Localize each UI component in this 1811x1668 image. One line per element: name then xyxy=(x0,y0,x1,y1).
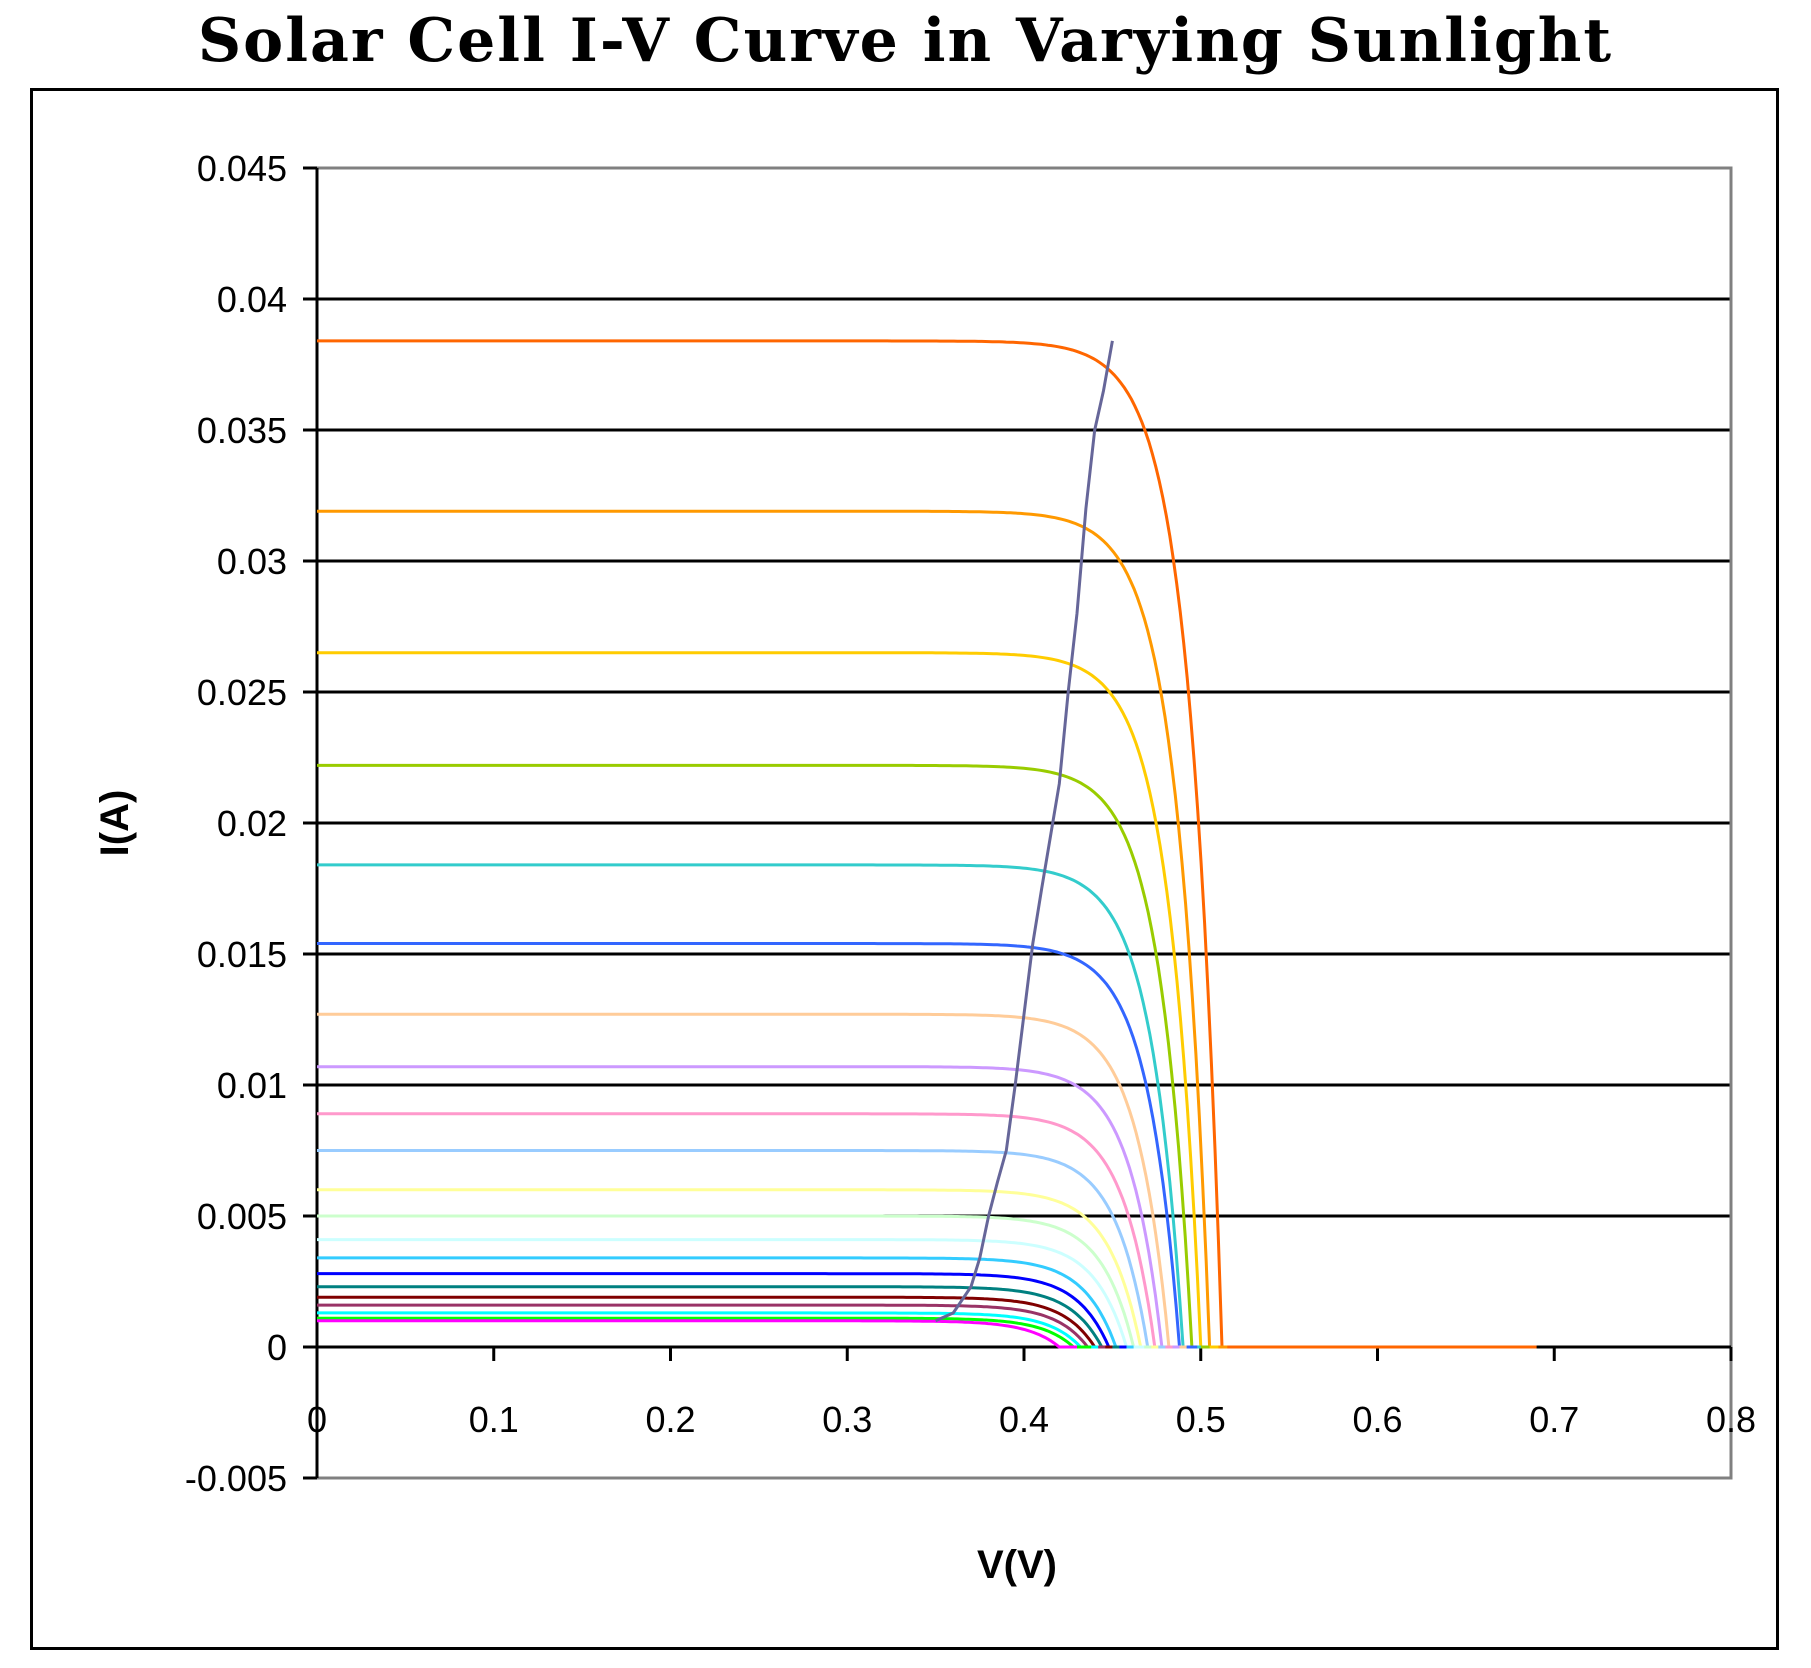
series-line-2 xyxy=(317,509,1228,1349)
series-line-1 xyxy=(317,339,1537,1349)
chart-frame xyxy=(30,88,1779,1650)
series-line-13 xyxy=(317,1238,1145,1349)
series-line-18 xyxy=(317,1303,1106,1349)
y-tick-label-1: 0.04 xyxy=(217,279,287,320)
x-tick-label-5: 0.5 xyxy=(1176,1399,1226,1440)
y-tick-label-3: 0.03 xyxy=(217,541,287,582)
series-line-8 xyxy=(317,1065,1180,1349)
x-tick-label-2: 0.2 xyxy=(645,1399,695,1440)
x-tick-label-3: 0.3 xyxy=(822,1399,872,1440)
x-tick-label-7: 0.7 xyxy=(1529,1399,1579,1440)
y-tick-label-10: -0.005 xyxy=(185,1458,287,1499)
y-tick-label-6: 0.015 xyxy=(197,934,287,975)
gridlines xyxy=(317,297,1731,1218)
y-tick-label-7: 0.01 xyxy=(217,1065,287,1106)
series-line-12 xyxy=(317,1214,1152,1349)
series-line-16 xyxy=(317,1285,1120,1349)
x-tick-labels: 0 0.1 0.2 0.3 0.4 0.5 0.6 0.7 0.8 xyxy=(307,1399,1756,1440)
series-line-20 xyxy=(317,1316,1092,1349)
series-group xyxy=(317,339,1537,1349)
series-line-5 xyxy=(317,863,1201,1349)
x-tick-label-4: 0.4 xyxy=(999,1399,1049,1440)
series-line-21 xyxy=(317,1319,1077,1349)
x-tick-label-6: 0.6 xyxy=(1352,1399,1402,1440)
series-line-7 xyxy=(317,1012,1187,1349)
y-tick-label-8: 0.005 xyxy=(197,1196,287,1237)
series-line-10 xyxy=(317,1149,1166,1349)
y-tick-label-0: 0.045 xyxy=(197,148,287,189)
series-line-15 xyxy=(317,1272,1127,1349)
y-tick-label-2: 0.035 xyxy=(197,410,287,451)
y-axis-label: I(A) xyxy=(93,790,137,857)
series-line-6 xyxy=(317,942,1198,1349)
chart-title: Solar Cell I-V Curve in Varying Sunlight xyxy=(197,6,1614,76)
x-axis-label: V(V) xyxy=(977,1543,1057,1587)
y-tick-label-5: 0.02 xyxy=(217,803,287,844)
y-tick-label-9: 0 xyxy=(267,1327,287,1368)
series-line-4 xyxy=(317,763,1210,1349)
x-tick-label-0: 0 xyxy=(307,1399,327,1440)
series-line-17 xyxy=(317,1295,1113,1349)
series-line-19 xyxy=(317,1311,1099,1349)
x-tick-label-8: 0.8 xyxy=(1706,1399,1756,1440)
x-tick-label-1: 0.1 xyxy=(469,1399,519,1440)
series-line-3 xyxy=(317,651,1219,1349)
series-line-14 xyxy=(317,1256,1134,1349)
y-tick-label-4: 0.025 xyxy=(197,672,287,713)
series-line-9 xyxy=(317,1112,1173,1349)
series-line-11 xyxy=(317,1188,1159,1349)
y-tick-labels: 0.045 0.04 0.035 0.03 0.025 0.02 0.015 0.01 0.00… xyxy=(185,148,287,1499)
max-power-point-line xyxy=(934,340,1114,1323)
